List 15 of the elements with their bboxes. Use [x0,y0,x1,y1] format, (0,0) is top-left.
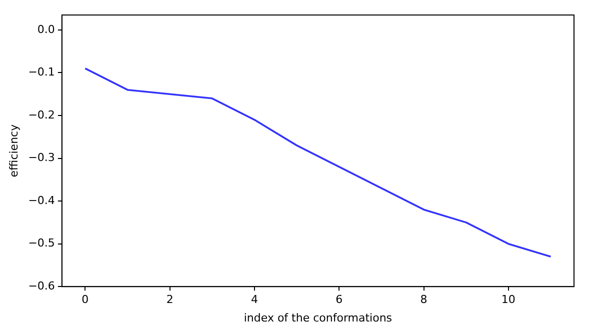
y-axis-title: efficiency [7,124,20,178]
y-tick-label: −0.4 [28,194,55,207]
y-tick-label: −0.5 [28,236,55,250]
x-tick-label: 4 [250,293,258,306]
y-tick-label: 0.0 [37,22,55,36]
y-tick-label: −0.2 [28,108,55,122]
x-tick-label: 0 [82,293,89,306]
x-tick-label: 6 [336,293,343,306]
x-axis-title: index of the conformations [244,311,392,324]
y-tick-label: −0.3 [28,151,55,164]
y-tick-label: −0.1 [28,66,55,79]
x-tick-label: 8 [420,293,428,306]
x-tick-label: 10 [501,293,516,306]
x-tick-label: 2 [166,293,174,306]
y-tick-label: −0.6 [28,279,55,292]
